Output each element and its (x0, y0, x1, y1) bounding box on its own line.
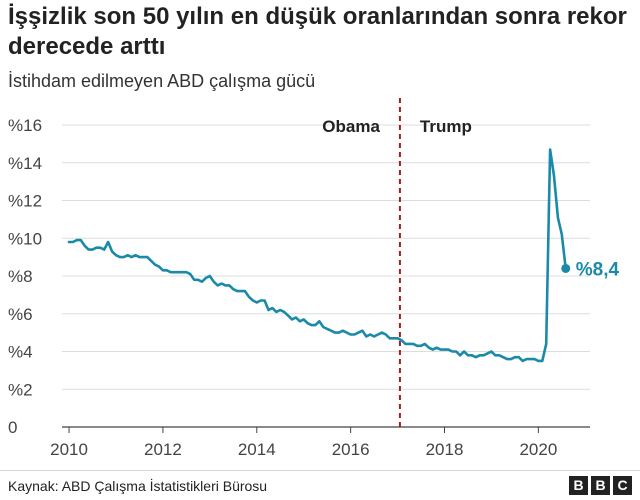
x-tick-label: 2014 (238, 440, 276, 459)
chart-title: İşşizlik son 50 yılın en düşük oranların… (8, 3, 627, 60)
bbc-logo-block: C (613, 476, 632, 495)
x-tick-label: 2012 (144, 440, 182, 459)
source-note: Kaynak: ABD Çalışma İstatistikleri Büros… (8, 478, 268, 494)
y-tick-label: 0 (8, 418, 17, 437)
y-tick-label: %2 (8, 380, 33, 399)
bbc-logo-block: B (569, 476, 588, 495)
end-value-label: %8,4 (576, 259, 620, 280)
x-tick-label: 2020 (519, 440, 557, 459)
y-tick-label: %8 (8, 267, 33, 286)
y-tick-label: %4 (8, 343, 33, 362)
footer: Kaynak: ABD Çalışma İstatistikleri Büros… (0, 470, 640, 500)
footer-rule (0, 470, 640, 471)
bbc-logo-block: B (591, 476, 610, 495)
obama-label: Obama (322, 117, 380, 136)
x-tick-label: 2016 (332, 440, 370, 459)
end-point (561, 263, 571, 273)
y-tick-label: %10 (8, 229, 42, 248)
x-tick-label: 2010 (50, 440, 88, 459)
line-chart: 0%2%4%6%8%10%12%14%16 2010 2012 2014 2016 20… (8, 98, 620, 459)
y-axis-tick-labels: 0 %2 %4 %6 %8 %10 %12 %14 %16 (8, 116, 42, 437)
y-tick-label: %12 (8, 192, 42, 211)
trump-label: Trump (420, 117, 472, 136)
x-tick-label: 2018 (426, 440, 464, 459)
y-tick-label: %14 (8, 154, 42, 173)
y-tick-label: %16 (8, 116, 42, 135)
x-axis-tick-labels: 2010 2012 2014 2016 2018 2020 (50, 427, 557, 459)
y-tick-label: %6 (8, 305, 33, 324)
gridlines (62, 124, 590, 428)
chart-subtitle: İstihdam edilmeyen ABD çalışma gücü (8, 71, 316, 91)
presidency-divider: Obama Trump (322, 98, 472, 427)
bbc-logo: B B C (569, 476, 632, 495)
unemployment-line (67, 148, 568, 363)
series-layer: %8,4 (67, 148, 620, 363)
